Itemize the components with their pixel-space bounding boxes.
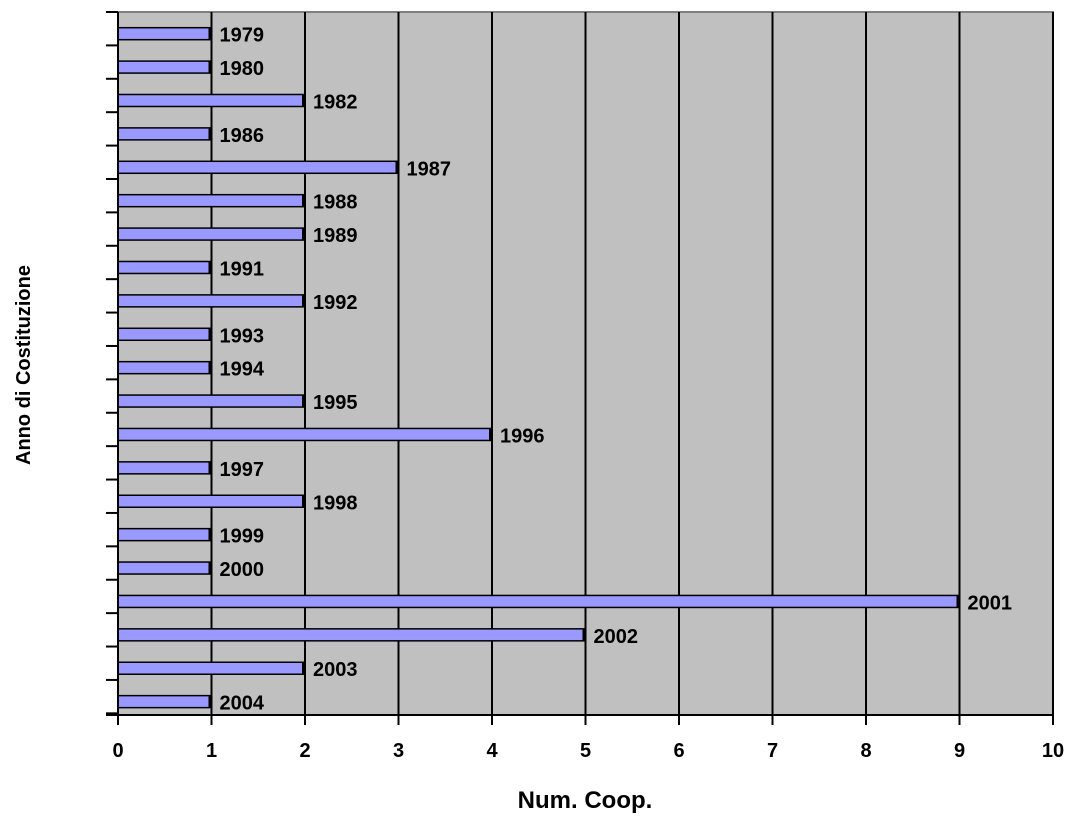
x-tick-label: 8 (860, 740, 871, 762)
x-tick-label: 7 (767, 740, 778, 762)
bar-label: 1992 (313, 292, 358, 314)
x-tick-label: 5 (580, 740, 591, 762)
bar-label: 1987 (407, 158, 452, 180)
bar-label: 1999 (220, 526, 265, 548)
bar-label: 1991 (220, 258, 265, 280)
bar-end (302, 294, 306, 307)
bar (117, 127, 213, 141)
bar-end (208, 261, 213, 274)
bar-labels: 1979 1980 1982 1986 1987 1988 1989 1991 1992 1993… (220, 25, 1013, 715)
bar (117, 561, 213, 575)
bar-label: 1994 (220, 359, 265, 381)
bar-label: 2004 (220, 693, 265, 715)
x-tick-label: 4 (486, 740, 498, 762)
bar-label: 1988 (313, 192, 358, 214)
bar-end (208, 528, 213, 541)
x-tick-label: 1 (206, 740, 217, 762)
x-tick-label: 3 (393, 740, 404, 762)
bar (117, 494, 306, 509)
bar-end (302, 662, 306, 675)
bar (117, 93, 306, 108)
bar (117, 628, 587, 642)
x-tick-label: 2 (299, 740, 310, 762)
bar-end (208, 328, 213, 341)
bar-end (302, 194, 306, 207)
x-axis-label: Num. Coop. (518, 787, 653, 814)
bar-end (582, 628, 587, 641)
bar-end (208, 361, 213, 374)
bar-label: 2003 (313, 659, 358, 681)
bar-end (208, 461, 213, 474)
bar-end (302, 228, 306, 241)
bar-end (302, 395, 306, 408)
x-tick-label: 6 (673, 740, 684, 762)
bar (117, 327, 213, 342)
bar-end (489, 428, 493, 441)
bar (117, 394, 306, 408)
bar-label: 1980 (220, 58, 265, 80)
axes (106, 11, 1054, 725)
bar (117, 594, 961, 609)
bar (117, 294, 306, 308)
bar (117, 427, 493, 442)
bar-label: 1986 (220, 125, 265, 147)
bar (117, 193, 306, 208)
bar-label: 1998 (313, 492, 358, 514)
bar-end (208, 127, 213, 140)
bar (117, 461, 213, 475)
bar (117, 160, 400, 175)
bar-end (208, 61, 213, 74)
bar-end (395, 161, 400, 174)
bar-label: 2000 (220, 559, 265, 581)
bar (117, 661, 306, 675)
bar-label: 1996 (500, 425, 545, 447)
bar-label: 1997 (220, 459, 265, 481)
x-tick-label: 10 (1042, 740, 1064, 762)
bar (117, 360, 213, 375)
bar (117, 26, 213, 41)
bar (117, 527, 213, 542)
x-tick-labels: 0 1 2 3 4 5 6 7 8 9 10 (112, 740, 1064, 762)
bar-end (208, 27, 213, 40)
bar-label: 2001 (968, 592, 1013, 614)
bar-label: 1993 (220, 325, 265, 347)
bar-end (302, 495, 306, 508)
bar-label: 1982 (313, 91, 358, 113)
bar (117, 260, 213, 275)
bar-label: 1989 (313, 225, 358, 247)
bar-label: 2002 (594, 626, 639, 648)
bar-end (208, 695, 213, 708)
x-tick-label: 9 (954, 740, 965, 762)
bar (117, 227, 306, 241)
bar-end (956, 595, 961, 608)
bar-label: 1979 (220, 25, 265, 47)
bar (117, 60, 213, 74)
bar-end (208, 562, 213, 575)
bar (117, 694, 213, 709)
x-tick-label: 0 (112, 740, 123, 762)
bar-label: 1995 (313, 392, 358, 414)
bar-end (302, 94, 306, 107)
y-axis-label: Anno di Costituzione (13, 265, 35, 465)
